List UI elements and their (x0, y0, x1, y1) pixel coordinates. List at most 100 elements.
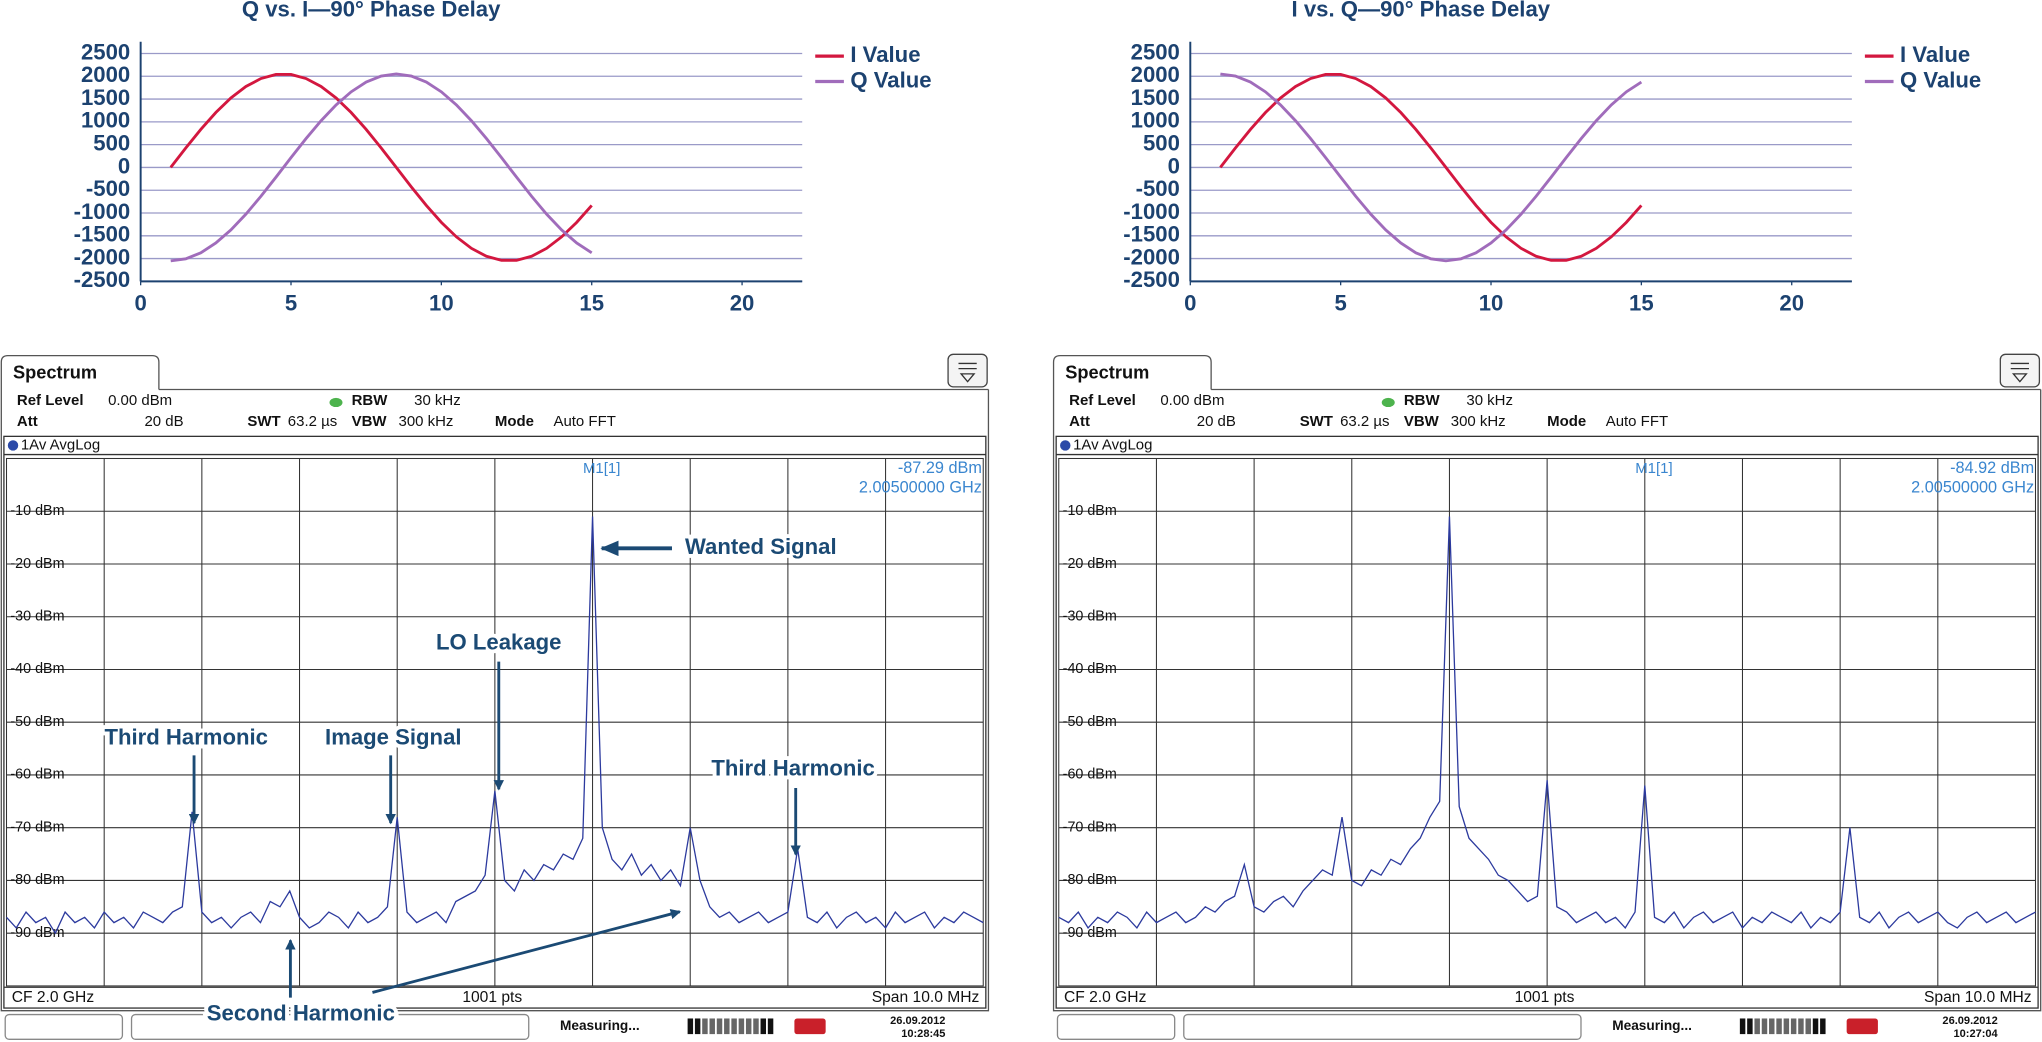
y-tick-label: -70 dBm (10, 819, 64, 835)
progress-cell (1798, 1018, 1804, 1035)
trace-dot (1060, 440, 1071, 451)
menu-button (1999, 353, 2041, 388)
chart-title: Q vs. I—90° Phase Delay (242, 0, 501, 21)
y-tick-label: -70 dBm (1063, 819, 1117, 835)
progress-cell (1812, 1018, 1819, 1035)
progress-cell (760, 1018, 767, 1035)
setting-value: 0.00 dBm (108, 392, 172, 409)
setting-label: SWT (1300, 413, 1333, 430)
y-tick-label: 2500 (81, 39, 130, 64)
x-tick-label: 10 (1479, 291, 1504, 316)
tab-label: Spectrum (1065, 362, 1149, 383)
y-tick-label: -500 (1136, 176, 1180, 201)
annotation: Third Harmonic (104, 724, 268, 749)
y-tick-label: 1500 (1131, 85, 1180, 110)
x-tick-label: 20 (1779, 291, 1804, 316)
status-date: 26.09.2012 (890, 1015, 945, 1027)
trace-dot (7, 440, 19, 451)
annotation: Image Signal (325, 724, 461, 749)
series-line (1219, 73, 1643, 262)
footer-text: CF 2.0 GHz (12, 989, 95, 1006)
menu-button (947, 353, 988, 388)
y-tick-label: -10 dBm (1063, 503, 1117, 519)
y-tick-label: -2500 (74, 267, 131, 292)
x-tick-label: 20 (730, 291, 755, 316)
progress-cell (694, 1018, 701, 1035)
status-time: 10:28:45 (901, 1028, 945, 1040)
status-box (130, 1013, 530, 1040)
plot-frame (3, 435, 987, 1009)
panel-border (0, 388, 990, 1012)
menu-icon (958, 362, 977, 383)
y-tick-label: -2500 (1123, 267, 1180, 292)
annotation: Third Harmonic (711, 756, 875, 781)
annotation-arrow (372, 908, 682, 994)
setting-label: SWT (247, 413, 280, 430)
setting-value: 300 kHz (1451, 413, 1506, 430)
annotation: LO Leakage (436, 629, 561, 654)
progress-cell (1776, 1018, 1782, 1035)
setting-label: RBW (1404, 392, 1441, 409)
lxi-icon (1846, 1018, 1878, 1035)
y-tick-label: -1500 (1123, 222, 1180, 247)
status-box (1056, 1013, 1176, 1040)
status-box (4, 1013, 124, 1040)
lxi-icon (794, 1018, 826, 1035)
progress-cell (1761, 1018, 1768, 1035)
setting-label: Ref Level (17, 392, 84, 409)
setting-label: Ref Level (1069, 392, 1136, 409)
status-text: Measuring... (560, 1018, 640, 1033)
legend-label: Q Value (1900, 67, 1981, 92)
status-time: 10:27:04 (1953, 1028, 1998, 1040)
annotation: Wanted Signal (685, 534, 837, 559)
y-tick-label: -90 dBm (10, 925, 64, 941)
marker-frequency: 2.00500000 GHz (1911, 479, 2034, 497)
setting-value: 0.00 dBm (1160, 392, 1224, 409)
y-tick-label: -90 dBm (1063, 925, 1117, 941)
marker-level: -87.29 dBm (898, 459, 982, 477)
progress-cell (1783, 1018, 1790, 1035)
progress-cell (1754, 1018, 1760, 1035)
setting-label: Att (1069, 413, 1090, 430)
progress-cell (687, 1018, 694, 1035)
setting-value: 30 kHz (414, 392, 461, 409)
footer-text: Span 10.0 MHz (872, 989, 980, 1006)
status-box (1183, 1013, 1582, 1040)
setting-value: 63.2 µs (1340, 413, 1389, 430)
x-tick-label: 5 (285, 291, 297, 316)
setting-label: Att (17, 413, 38, 430)
y-tick-label: -1000 (74, 199, 131, 224)
progress-cell (767, 1018, 774, 1035)
status-date: 26.09.2012 (1942, 1015, 1997, 1027)
setting-label: Mode (1547, 413, 1586, 430)
status-led (1381, 397, 1395, 408)
marker-label: M1[1] (1635, 460, 1672, 477)
y-tick-label: 0 (118, 153, 130, 178)
y-tick-label: -30 dBm (10, 609, 64, 625)
y-tick-label: -2000 (1123, 244, 1180, 269)
progress-cell (1820, 1018, 1826, 1035)
progress-cell (738, 1018, 745, 1035)
marker-label: M1[1] (583, 460, 620, 477)
trace-name: 1Av AvgLog (21, 436, 100, 453)
setting-label: VBW (352, 413, 388, 430)
y-tick-label: -50 dBm (1063, 714, 1117, 730)
y-tick-label: 2500 (1131, 39, 1180, 64)
trace (6, 516, 984, 935)
x-tick-label: 5 (1334, 291, 1346, 316)
tab (1052, 354, 1212, 390)
y-tick-label: -1000 (1123, 199, 1180, 224)
setting-value: Auto FFT (1606, 413, 1668, 430)
tab-label: Spectrum (13, 362, 97, 383)
y-tick-label: -2000 (74, 244, 131, 269)
setting-value: 300 kHz (399, 413, 454, 430)
y-tick-label: 2000 (1131, 62, 1180, 87)
menu-icon (2010, 362, 2029, 383)
y-tick-label: -40 dBm (1063, 661, 1117, 677)
setting-value: 20 dB (1197, 413, 1236, 430)
footer-text: Span 10.0 MHz (1924, 989, 2032, 1006)
annotation: Second Harmonic (207, 1000, 395, 1025)
progress-cell (1739, 1018, 1746, 1035)
